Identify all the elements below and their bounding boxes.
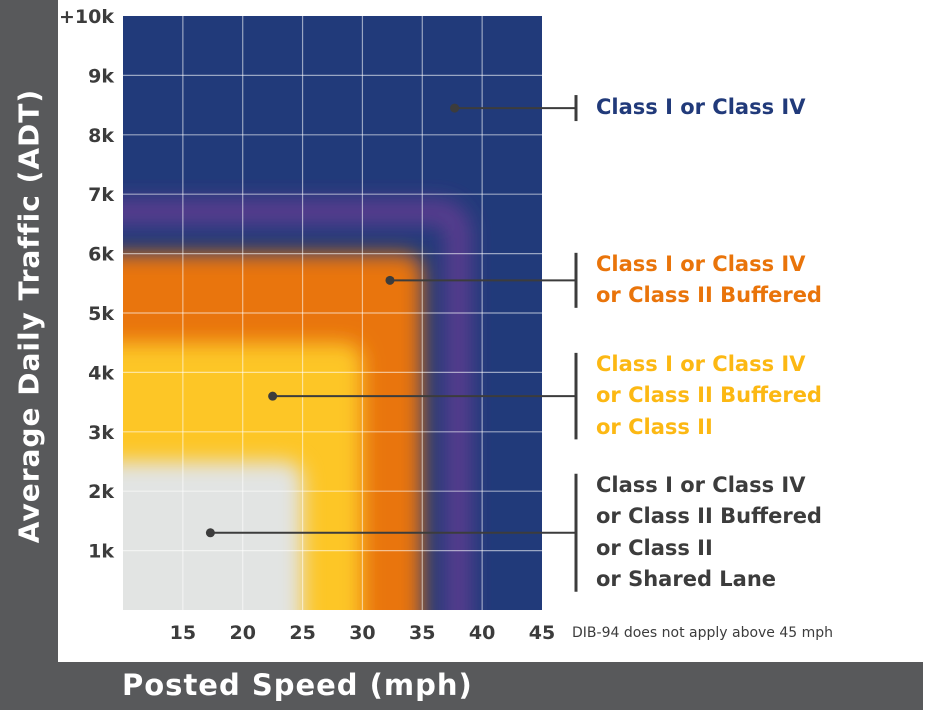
y-tick-label: 9k (88, 65, 114, 87)
y-tick-label: +10k (59, 6, 114, 28)
marker-dot-zone3 (385, 275, 395, 285)
marker-dot-zone1 (205, 528, 215, 538)
class-option: or Class II Buffered (596, 383, 822, 408)
x-tick-label: 45 (529, 622, 555, 644)
class-option: or Shared Lane (596, 567, 777, 592)
x-tick-label: 15 (170, 622, 196, 644)
y-tick-label: 8k (88, 125, 114, 147)
marker-dot-zone2 (268, 391, 278, 401)
x-axis-band (0, 662, 923, 710)
zone-transition-glow (123, 199, 472, 610)
class-option: or Class II (596, 414, 713, 439)
class-option: Class I or Class IV (596, 251, 806, 276)
class-option: Class I or Class IV (596, 351, 806, 376)
class-option: Class I or Class IV (596, 95, 806, 120)
note-text: DIB-94 does not apply above 45 mph (572, 625, 834, 641)
marker-dot-zone4 (450, 103, 460, 113)
class-option: or Class II Buffered (596, 283, 822, 308)
x-tick-label: 20 (229, 622, 255, 644)
class-label-zone4: Class I or Class IV (596, 92, 805, 124)
x-axis-title: Posted Speed (mph) (122, 668, 473, 702)
class-label-zone1: Class I or Class IV or Class II Buffered o… (596, 470, 822, 596)
y-tick-label: 6k (88, 244, 114, 266)
class-option: or Class II Buffered (596, 504, 822, 529)
class-option: or Class II (596, 535, 713, 560)
y-tick-label: 2k (88, 481, 114, 503)
x-tick-label: 25 (289, 622, 315, 644)
y-tick-label: 5k (88, 303, 114, 325)
class-label-zone3: Class I or Class IV or Class II Buffered (596, 249, 822, 312)
y-tick-label: 3k (88, 422, 114, 444)
y-tick-label: 7k (88, 184, 114, 206)
class-option: Class I or Class IV (596, 472, 806, 497)
x-tick-label: 30 (349, 622, 375, 644)
heatmap-chart: 1k 2k 3k 4k 5k 6k 7k 8k 9k +10k 15 20 25 30 35 40 45 (59, 6, 578, 644)
y-tick-label: 1k (88, 541, 114, 563)
y-tick-label: 4k (88, 362, 114, 384)
y-axis-band (0, 0, 58, 710)
x-tick-label: 35 (409, 622, 435, 644)
class-label-zone2: Class I or Class IV or Class II Buffered o… (596, 349, 822, 444)
x-tick-label: 40 (469, 622, 495, 644)
